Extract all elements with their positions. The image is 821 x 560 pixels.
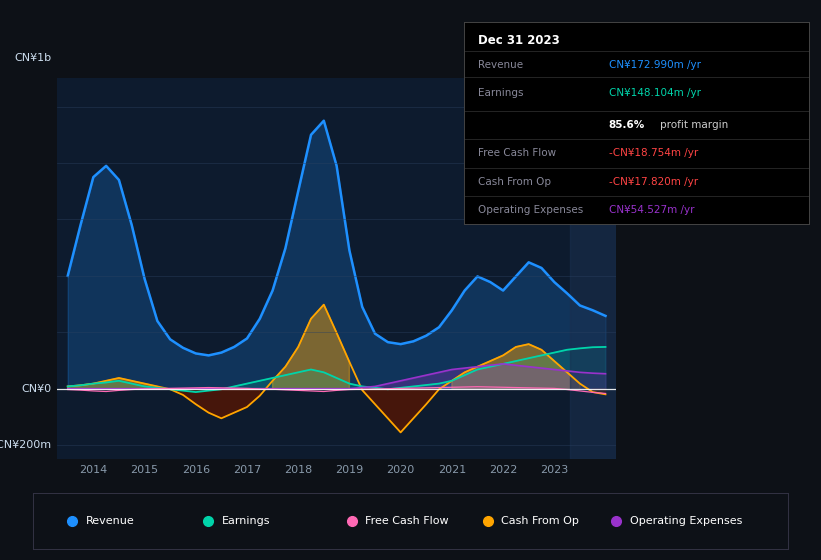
- Text: Operating Expenses: Operating Expenses: [478, 205, 583, 215]
- Text: -CN¥200m: -CN¥200m: [0, 440, 52, 450]
- Text: Earnings: Earnings: [222, 516, 270, 526]
- Text: CN¥0: CN¥0: [22, 384, 52, 394]
- Text: -CN¥17.820m /yr: -CN¥17.820m /yr: [608, 176, 698, 186]
- Text: Free Cash Flow: Free Cash Flow: [478, 148, 556, 158]
- Text: 85.6%: 85.6%: [608, 120, 645, 130]
- Text: Revenue: Revenue: [478, 60, 523, 70]
- Text: CN¥1b: CN¥1b: [15, 53, 52, 63]
- Text: Earnings: Earnings: [478, 88, 523, 98]
- Text: Free Cash Flow: Free Cash Flow: [365, 516, 449, 526]
- Text: Cash From Op: Cash From Op: [478, 176, 551, 186]
- Bar: [570, 78, 616, 459]
- Text: Dec 31 2023: Dec 31 2023: [478, 35, 559, 48]
- Text: CN¥148.104m /yr: CN¥148.104m /yr: [608, 88, 700, 98]
- Text: Cash From Op: Cash From Op: [501, 516, 579, 526]
- Text: profit margin: profit margin: [660, 120, 729, 130]
- Text: Revenue: Revenue: [85, 516, 135, 526]
- Text: -CN¥18.754m /yr: -CN¥18.754m /yr: [608, 148, 698, 158]
- Text: Operating Expenses: Operating Expenses: [630, 516, 742, 526]
- Text: CN¥172.990m /yr: CN¥172.990m /yr: [608, 60, 700, 70]
- Text: CN¥54.527m /yr: CN¥54.527m /yr: [608, 205, 695, 215]
